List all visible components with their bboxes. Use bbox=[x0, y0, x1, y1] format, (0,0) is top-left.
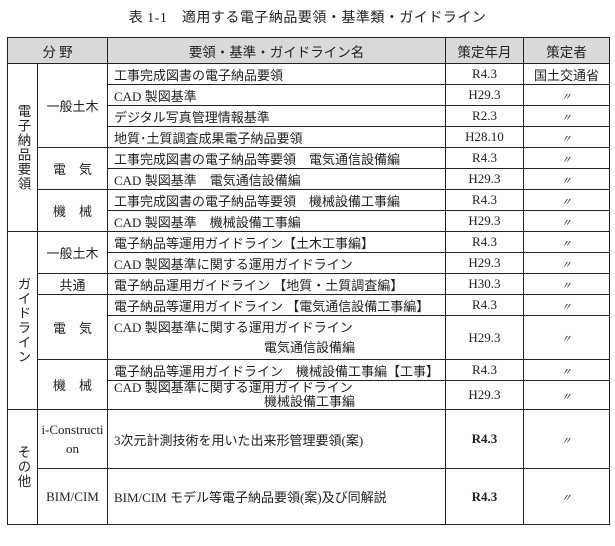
table-title: 表 1-1 適用する電子納品要領・基準類・ガイドライン bbox=[128, 11, 487, 26]
row-maker: 国土交通省 bbox=[523, 63, 610, 85]
row-name: CAD 製図基準 bbox=[107, 84, 446, 106]
row-date: R4.3 bbox=[445, 231, 524, 253]
sub-kikai: 機 械 bbox=[37, 189, 108, 232]
table-row: CAD 製図基準に関する運用ガイドライン 機械設備工事編 H29.3 〃 bbox=[8, 380, 610, 410]
row-maker: 〃 bbox=[523, 105, 610, 127]
row-maker: 〃 bbox=[523, 210, 610, 232]
sub-bim-cim: BIM/CIM bbox=[37, 468, 108, 525]
row-name: 工事完成図書の電子納品等要領 機械設備工事編 bbox=[107, 189, 446, 211]
table-row: 共通 電子納品運用ガイドライン 【地質・土質調査編】 H30.3 〃 bbox=[8, 273, 610, 295]
row-maker: 〃 bbox=[523, 273, 610, 295]
row-name-line2: 電気通信設備編 bbox=[263, 339, 355, 355]
row-date: H29.3 bbox=[445, 210, 524, 232]
row-date: R4.3 bbox=[445, 147, 524, 169]
sub-ippan: 一般土木 bbox=[37, 63, 108, 148]
row-date: H30.3 bbox=[445, 273, 524, 295]
row-name: 工事完成図書の電子納品等要領 電気通信設備編 bbox=[107, 147, 446, 169]
row-date: R4.3 bbox=[445, 468, 524, 525]
row-name: CAD 製図基準に関する運用ガイドライン電気通信設備編 bbox=[107, 315, 446, 360]
row-date: H28.10 bbox=[445, 126, 524, 148]
row-maker: 〃 bbox=[523, 126, 610, 148]
table-row: 電 気 電子納品等運用ガイドライン 【電気通信設備工事編】 R4.3 〃 bbox=[8, 294, 610, 360]
row-name: 電子納品等運用ガイドライン 【電気通信設備工事編】 bbox=[107, 294, 446, 316]
table-row: 機 械 電子納品等運用ガイドライン 機械設備工事編【工事】 R4.3 〃 bbox=[8, 359, 610, 410]
row-name: CAD 製図基準に関する運用ガイドライン bbox=[107, 252, 446, 274]
row-name: 電子納品等運用ガイドライン 機械設備工事編【工事】 bbox=[107, 359, 446, 381]
table-row: ガイドライン 一般土木 電子納品等運用ガイドライン【土木工事編】 R4.3 〃 bbox=[7, 231, 610, 410]
row-name: CAD 製図基準 機械設備工事編 bbox=[107, 210, 446, 232]
row-name-line2: 機械設備工事編 bbox=[263, 394, 355, 409]
row-name: CAD 製図基準に関する運用ガイドライン 機械設備工事編 bbox=[107, 380, 446, 410]
row-name: デジタル写真管理情報基準 bbox=[107, 105, 446, 127]
row-date: R4.3 bbox=[445, 189, 524, 211]
group-other: その他 bbox=[7, 409, 38, 525]
row-date: H29.3 bbox=[445, 380, 524, 410]
row-date: R4.3 bbox=[445, 359, 524, 381]
row-date: H29.3 bbox=[445, 168, 524, 190]
row-maker: 〃 bbox=[523, 147, 610, 169]
row-date: R4.3 bbox=[445, 409, 524, 469]
sub-kyotsu: 共通 bbox=[37, 273, 108, 295]
row-maker: 〃 bbox=[523, 84, 610, 106]
group-denshi: 電子納品要領 bbox=[7, 63, 38, 232]
row-name: BIM/CIM モデル等電子納品要領(案)及び同解説 bbox=[107, 468, 446, 525]
row-name-line1: CAD 製図基準に関する運用ガイドライン bbox=[114, 319, 353, 335]
row-maker: 〃 bbox=[523, 252, 610, 274]
row-name: 電子納品等運用ガイドライン【土木工事編】 bbox=[107, 231, 446, 253]
table-row: 機 械 工事完成図書の電子納品等要領 機械設備工事編 R4.3 〃 bbox=[8, 189, 610, 232]
row-maker: 〃 bbox=[523, 189, 610, 211]
row-date: R4.3 bbox=[445, 294, 524, 316]
row-maker: 〃 bbox=[523, 168, 610, 190]
row-maker: 〃 bbox=[523, 359, 610, 381]
row-date: R2.3 bbox=[445, 105, 524, 127]
sub-i-construction: i-Construction bbox=[37, 409, 108, 469]
row-name-line1: CAD 製図基準に関する運用ガイドライン bbox=[114, 380, 353, 395]
header-field: 分 野 bbox=[7, 37, 108, 64]
sub-kikai: 機 械 bbox=[37, 359, 108, 410]
row-maker: 〃 bbox=[523, 409, 610, 469]
header-date: 策定年月 bbox=[445, 37, 524, 64]
row-date: H29.3 bbox=[445, 84, 524, 106]
row-date: H29.3 bbox=[445, 252, 524, 274]
table-row: BIM/CIM BIM/CIM モデル等電子納品要領(案)及び同解説 R4.3 … bbox=[8, 468, 610, 525]
table-header: 分 野 要領・基準・ガイドライン名 策定年月 策定者 bbox=[7, 37, 610, 64]
row-name: 工事完成図書の電子納品要領 bbox=[107, 63, 446, 85]
sub-denki: 電 気 bbox=[37, 147, 108, 190]
row-date: R4.3 bbox=[445, 63, 524, 85]
row-name: 3次元計測技術を用いた出来形管理要領(案) bbox=[107, 409, 446, 469]
row-name: CAD 製図基準 電気通信設備編 bbox=[107, 168, 446, 190]
row-date: H29.3 bbox=[445, 315, 524, 360]
row-maker: 〃 bbox=[523, 294, 610, 316]
table-row: CAD 製図基準 機械設備工事編 H29.3 〃 bbox=[8, 210, 610, 232]
row-maker: 〃 bbox=[523, 315, 610, 360]
sub-ippan: 一般土木 bbox=[37, 231, 108, 274]
row-maker: 〃 bbox=[523, 380, 610, 410]
row-maker: 〃 bbox=[523, 231, 610, 253]
row-maker: 〃 bbox=[523, 468, 610, 525]
table-row: 電 気 工事完成図書の電子納品等要領 電気通信設備編 R4.3 〃 bbox=[8, 147, 610, 190]
row-name: 地質･土質調査成果電子納品要領 bbox=[107, 126, 446, 148]
header-maker: 策定者 bbox=[523, 37, 610, 64]
guideline-table: 分 野 要領・基準・ガイドライン名 策定年月 策定者 電子納品要領 一般土木 工… bbox=[7, 37, 610, 525]
header-name: 要領・基準・ガイドライン名 bbox=[107, 37, 446, 64]
table-row: その他 i-Construction 3次元計測技術を用いた出来形管理要領(案)… bbox=[7, 409, 610, 525]
group-guide: ガイドライン bbox=[7, 231, 38, 410]
sub-denki: 電 気 bbox=[37, 294, 108, 360]
row-name: 電子納品運用ガイドライン 【地質・土質調査編】 bbox=[107, 273, 446, 295]
table-row: 電子納品要領 一般土木 工事完成図書の電子納品要領 R4.3 国土交通省 bbox=[7, 63, 610, 232]
